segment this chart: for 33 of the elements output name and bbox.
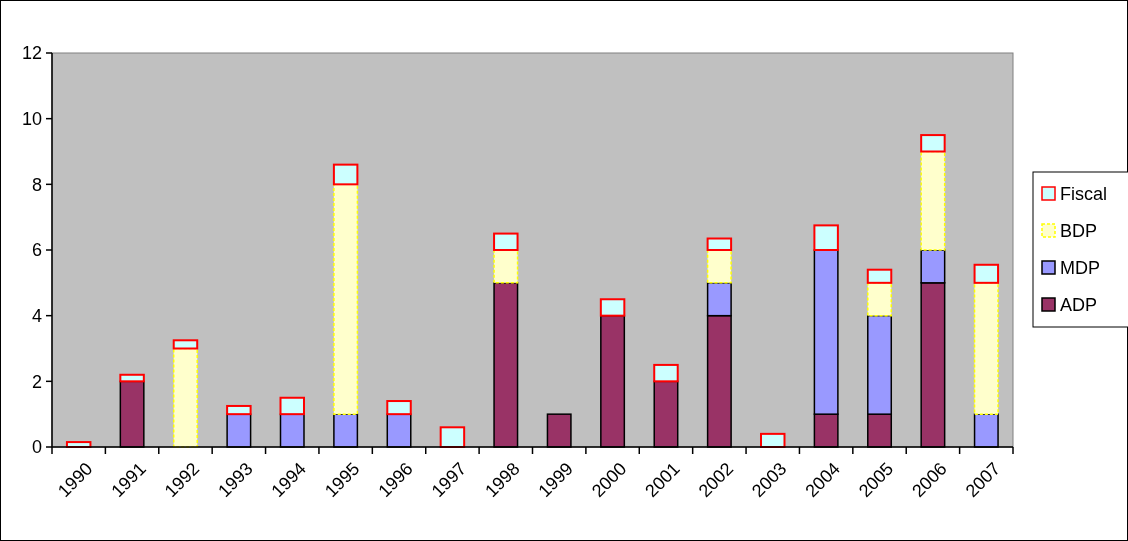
bar [920, 150, 946, 251]
y-tick-label: 10 [21, 108, 42, 129]
bar [493, 249, 519, 284]
bar [386, 400, 412, 416]
y-tick-label: 2 [31, 371, 42, 392]
legend-label: Fiscal [1060, 184, 1108, 205]
bar [493, 232, 519, 251]
y-tick-label: 4 [31, 305, 42, 326]
bar [172, 339, 199, 350]
bar [439, 426, 466, 448]
bar [226, 404, 252, 416]
y-tick-label: 0 [31, 437, 42, 458]
y-tick-label: 6 [31, 240, 42, 261]
bar [706, 237, 733, 251]
bar [706, 249, 732, 284]
bar [599, 298, 626, 317]
y-tick-label: 12 [21, 43, 42, 64]
legend-label: MDP [1060, 258, 1100, 279]
legend-label: BDP [1060, 221, 1098, 242]
bar [973, 263, 1000, 284]
bar [279, 396, 305, 416]
bar [332, 163, 359, 186]
bar [653, 363, 679, 383]
bar [172, 347, 198, 448]
bar [867, 282, 893, 317]
bar [973, 282, 999, 415]
legend-label: ADP [1060, 295, 1098, 316]
bar [813, 224, 839, 251]
y-tick-label: 8 [31, 174, 42, 195]
bar [119, 373, 145, 383]
bar [920, 134, 946, 153]
bar [866, 268, 893, 284]
bar [333, 183, 359, 415]
